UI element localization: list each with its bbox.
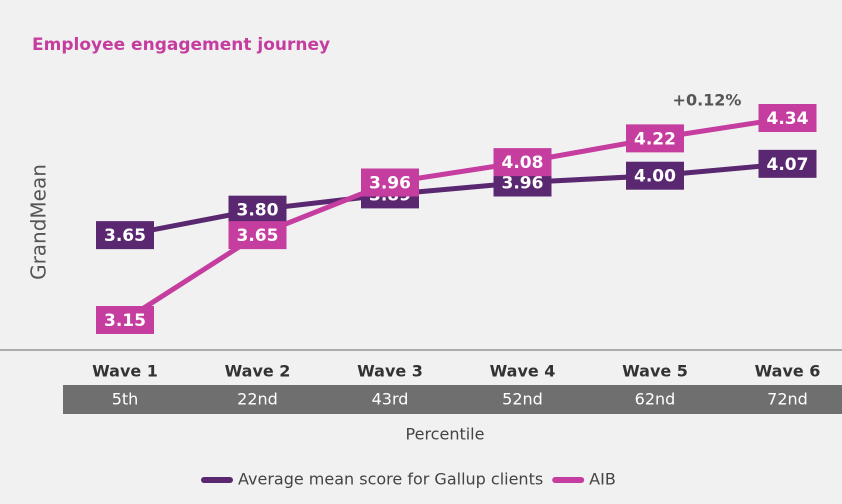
x-tick-label: Wave 3 xyxy=(357,362,423,381)
percentile-label: 43rd xyxy=(372,390,409,409)
percentile-label: 72nd xyxy=(767,390,808,409)
legend-label: AIB xyxy=(589,470,616,489)
percentile-band xyxy=(63,385,842,414)
legend-label: Average mean score for Gallup clients xyxy=(238,470,543,489)
value-label: 4.34 xyxy=(767,109,809,129)
percentile-label: 22nd xyxy=(237,390,278,409)
value-label: 4.08 xyxy=(502,153,544,173)
value-label: 3.96 xyxy=(369,174,411,194)
value-label: 3.15 xyxy=(104,311,146,331)
x-tick-label: Wave 6 xyxy=(755,362,821,381)
value-label: 3.80 xyxy=(237,201,279,221)
value-box xyxy=(626,124,684,153)
annotation: +0.12% xyxy=(673,91,742,110)
value-label: 4.00 xyxy=(634,167,676,187)
value-label: 3.65 xyxy=(237,226,279,246)
x-tick-label: Wave 1 xyxy=(92,362,158,381)
value-box xyxy=(96,221,154,250)
percentile-label: 52nd xyxy=(502,390,543,409)
value-label: 4.07 xyxy=(767,155,809,175)
x-tick-label: Wave 4 xyxy=(490,362,556,381)
y-axis-label: GrandMean xyxy=(27,164,51,280)
value-label: 3.65 xyxy=(104,226,146,246)
value-box xyxy=(228,221,287,250)
x-axis-label: Percentile xyxy=(406,425,485,444)
value-label: 3.96 xyxy=(502,174,544,194)
value-label: 4.22 xyxy=(634,129,676,149)
value-box xyxy=(626,161,684,190)
value-box xyxy=(493,148,552,177)
value-box xyxy=(228,195,287,224)
value-box xyxy=(96,306,154,334)
percentile-label: 5th xyxy=(112,390,139,409)
value-box xyxy=(361,168,419,197)
x-tick-label: Wave 5 xyxy=(622,362,688,381)
chart-title: Employee engagement journey xyxy=(32,35,330,55)
legend: Average mean score for Gallup clients AIB xyxy=(201,470,616,489)
x-tick-label: Wave 2 xyxy=(225,362,291,381)
value-box xyxy=(758,104,817,132)
value-box xyxy=(758,149,817,178)
percentile-label: 62nd xyxy=(635,390,676,409)
